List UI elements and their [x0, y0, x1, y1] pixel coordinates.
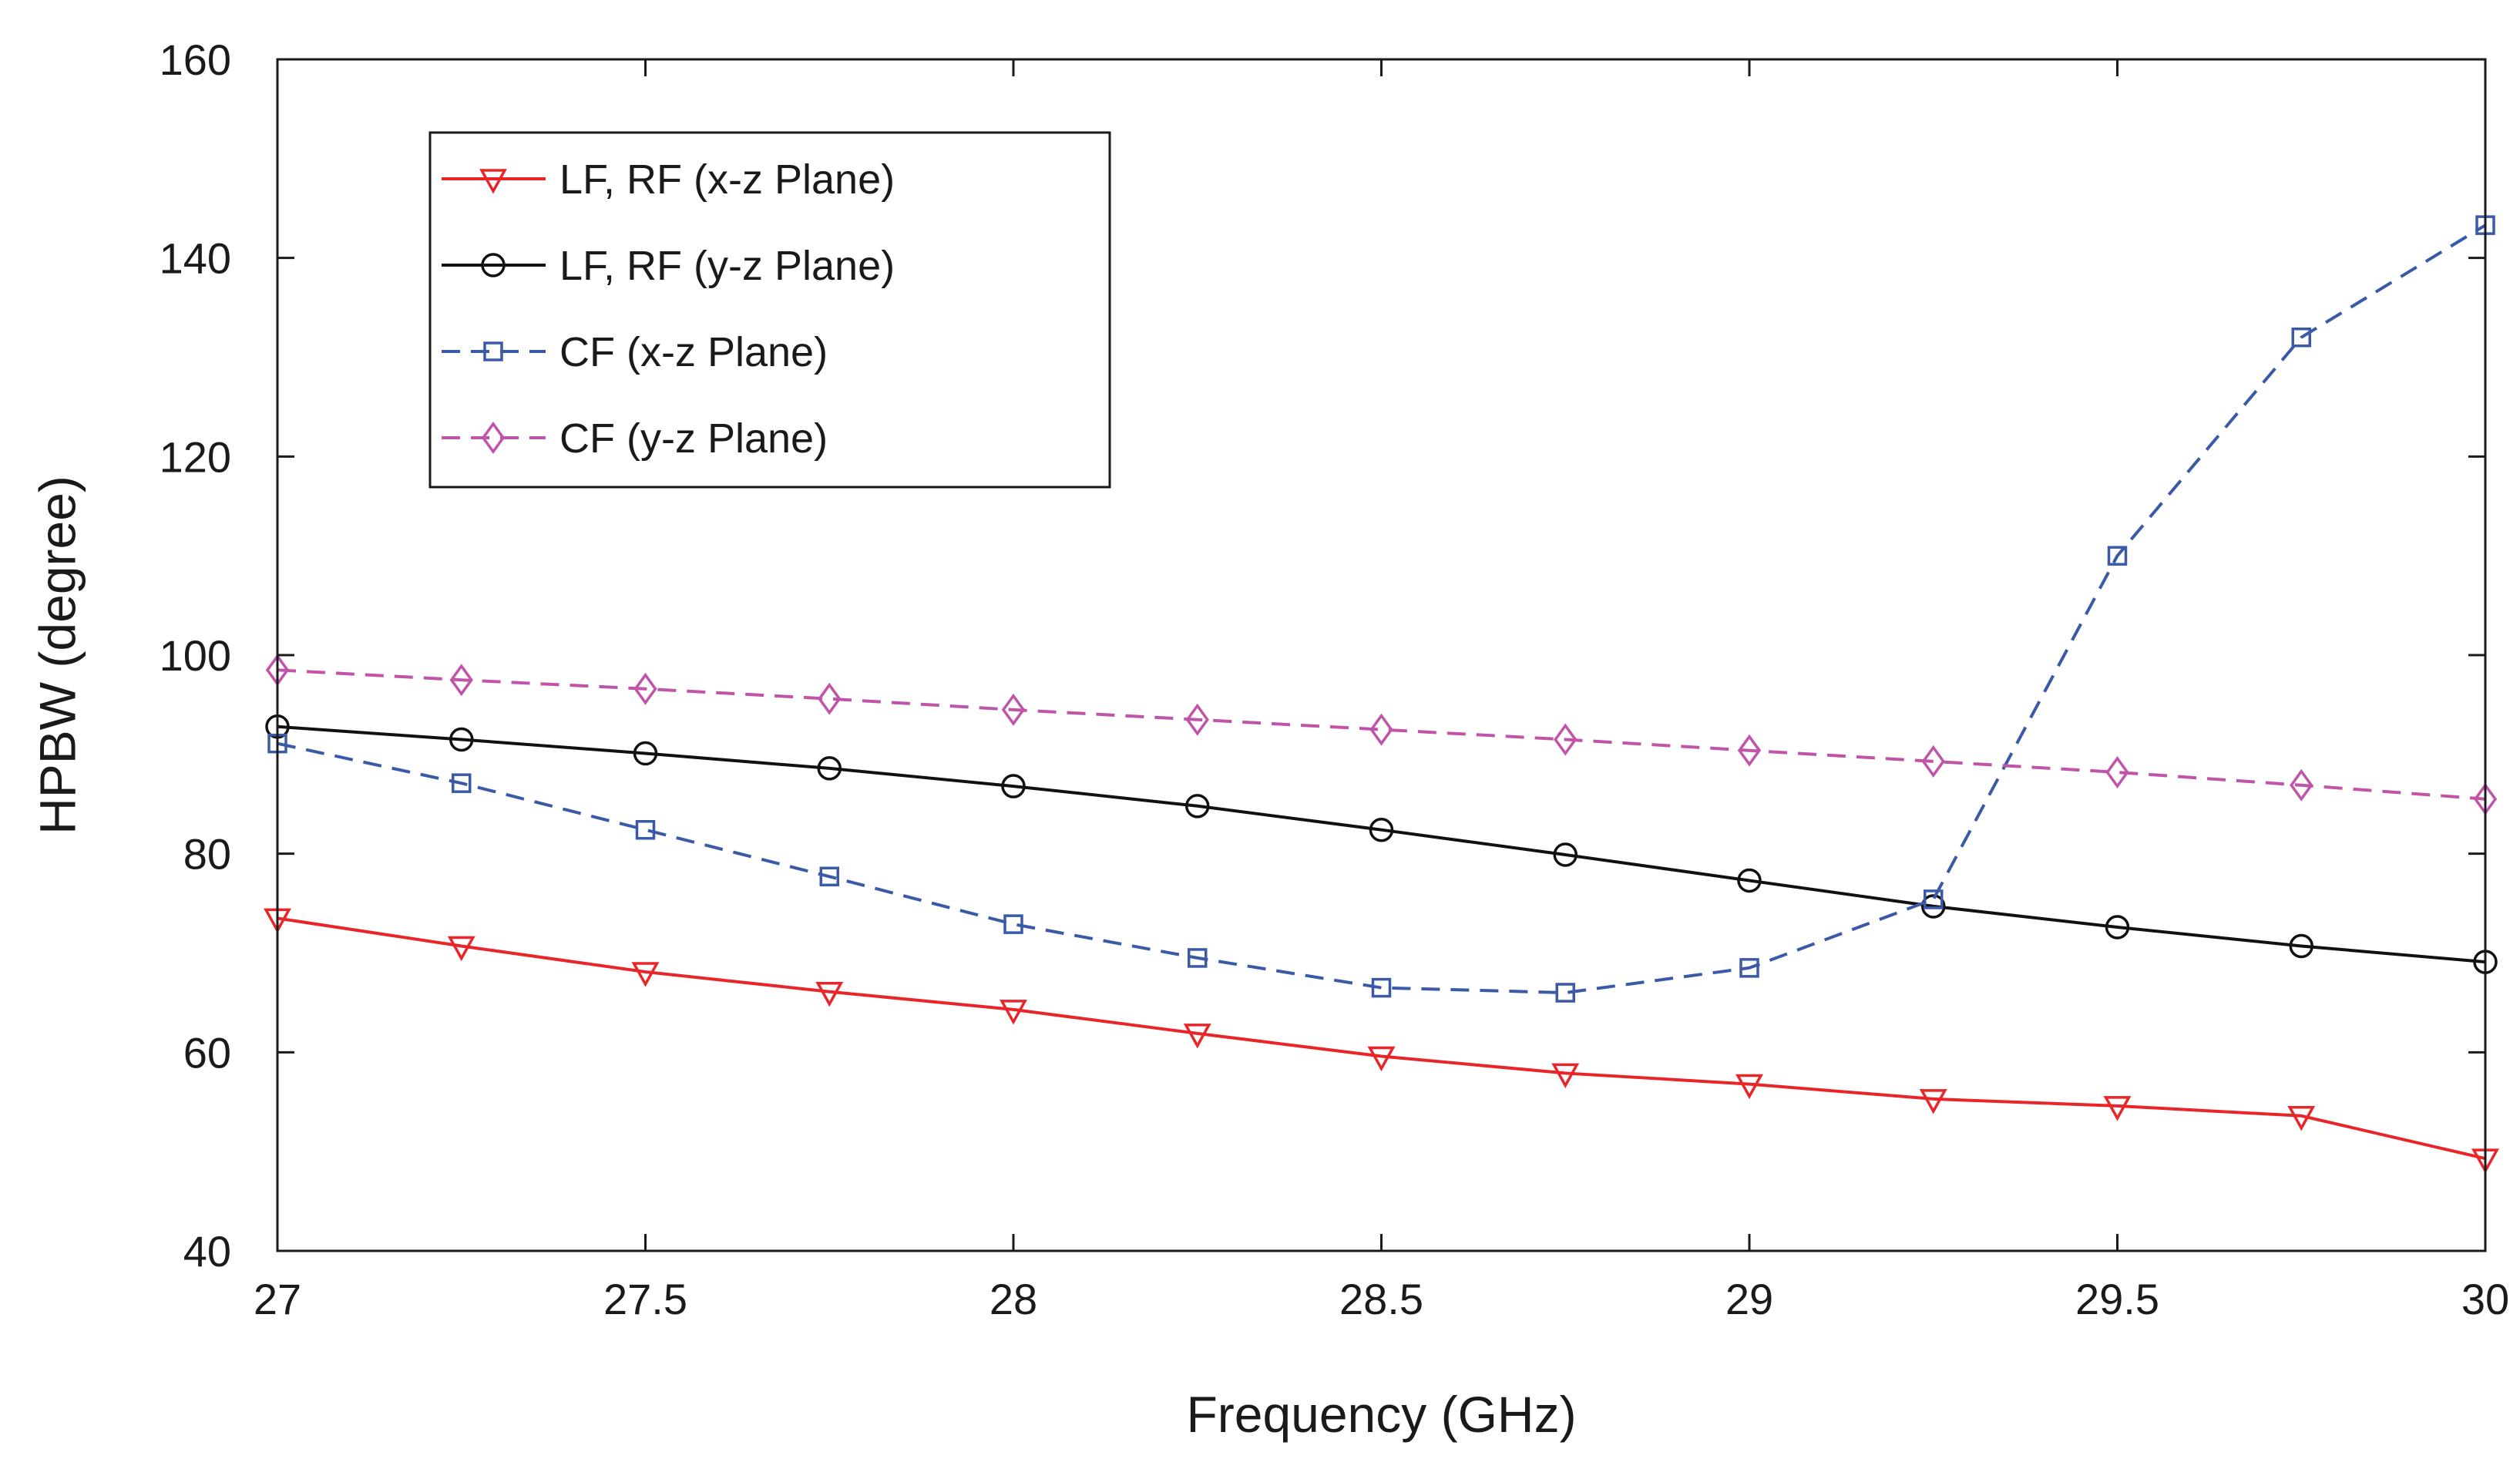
data-point — [1188, 948, 1208, 968]
series-cf-y-z-plane — [265, 654, 2498, 815]
x-tick-label: 28.5 — [1339, 1275, 1423, 1323]
data-point — [1737, 734, 1762, 767]
y-tick-label: 60 — [183, 1028, 231, 1077]
legend: LF, RF (x-z Plane) LF, RF (y-z Plane) CF (… — [428, 131, 1111, 489]
x-tick-label: 27.5 — [603, 1275, 687, 1323]
data-point — [2287, 1106, 2316, 1131]
legend-entry: CF (y-z Plane) — [442, 415, 828, 462]
series-cf-x-z-plane — [267, 215, 2495, 1003]
data-point — [1000, 1000, 1027, 1025]
data-point — [1735, 1074, 1763, 1100]
x-tick-label: 28 — [990, 1275, 1037, 1323]
data-point — [815, 981, 844, 1007]
data-point — [1003, 914, 1023, 934]
data-point — [1921, 894, 1946, 919]
legend-entry: LF, RF (y-z Plane) — [442, 243, 895, 289]
data-point — [1739, 958, 1759, 978]
data-point — [1919, 1089, 1947, 1114]
data-point — [1183, 1024, 1211, 1049]
data-point — [1555, 983, 1575, 1003]
legend-label: CF (x-z Plane) — [559, 329, 828, 375]
legend-box — [428, 131, 1111, 489]
data-point — [1367, 1046, 1396, 1072]
series-line-cf-x-z-plane — [277, 224, 2487, 994]
series-lf-rf-y-z-plane — [265, 714, 2498, 974]
data-point — [818, 682, 842, 715]
data-point — [1185, 703, 1209, 736]
data-point — [449, 664, 473, 697]
data-point — [1369, 817, 1394, 842]
legend-label: LF, RF (y-z Plane) — [559, 243, 895, 289]
data-point — [1924, 889, 1944, 909]
data-point — [1001, 774, 1026, 798]
legend-marker — [483, 341, 503, 361]
data-point — [635, 819, 656, 840]
legend-entry: CF (x-z Plane) — [442, 329, 828, 375]
data-point — [631, 962, 660, 987]
data-point — [1369, 713, 1393, 746]
y-tick-label: 40 — [183, 1227, 231, 1276]
data-point — [449, 727, 474, 752]
y-tick-label: 80 — [183, 830, 231, 879]
y-axis-title: HPBW (degree) — [29, 476, 86, 835]
series-line-lf-rf-x-z-plane — [277, 916, 2486, 1161]
data-point — [2103, 1096, 2132, 1121]
y-tick-label: 120 — [160, 432, 231, 481]
data-point — [2290, 768, 2313, 802]
axes: 27 27.5 28 28.5 29 29.5 30 40 60 80 100 120 140 160 — [160, 35, 2510, 1323]
data-point — [817, 756, 842, 781]
y-tick-label: 140 — [160, 234, 231, 283]
x-tick-label: 30 — [2461, 1275, 2509, 1323]
series-line-cf-y-z-plane — [277, 668, 2486, 801]
y-tick-label: 100 — [160, 631, 231, 680]
data-point — [819, 866, 839, 887]
data-point — [447, 936, 475, 962]
data-point — [1553, 842, 1578, 867]
legend-marker — [479, 169, 507, 194]
data-point — [2105, 915, 2130, 940]
legend-label: CF (y-z Plane) — [559, 415, 828, 462]
data-point — [1737, 868, 1762, 893]
data-point — [1185, 794, 1210, 819]
legend-marker — [481, 253, 506, 277]
legend-entry: LF, RF (x-z Plane) — [442, 156, 895, 203]
series-lf-rf-x-z-plane — [264, 908, 2499, 1174]
plot-area — [264, 215, 2499, 1174]
data-point — [452, 773, 472, 793]
x-tick-label: 29 — [1725, 1275, 1773, 1323]
data-point — [2291, 327, 2311, 348]
data-point — [633, 741, 658, 766]
legend-marker — [481, 422, 506, 454]
data-point — [1371, 977, 1392, 998]
data-point — [633, 672, 657, 705]
series-line-lf-rf-y-z-plane — [277, 724, 2486, 964]
legend-label: LF, RF (x-z Plane) — [559, 156, 895, 203]
data-point — [1551, 1063, 1580, 1088]
data-point — [1554, 723, 1578, 756]
y-tick-label: 160 — [160, 35, 231, 84]
data-point — [1001, 693, 1026, 726]
data-point — [2107, 546, 2128, 566]
x-tick-label: 29.5 — [2075, 1275, 2159, 1323]
x-tick-label: 27 — [254, 1275, 301, 1323]
data-point — [2105, 756, 2129, 789]
x-axis-title: Frequency (GHz) — [1186, 1386, 1576, 1443]
data-point — [2289, 933, 2313, 959]
data-point — [1921, 745, 1945, 778]
